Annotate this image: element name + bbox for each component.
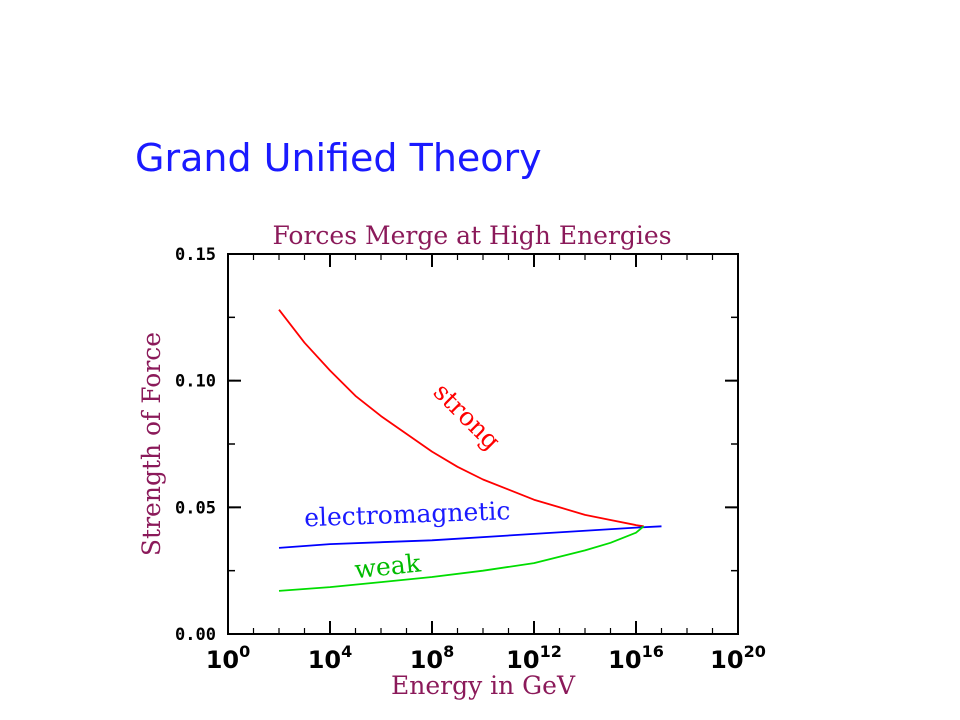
axis-ticks: 0.00 0.05 0.10 0.15 100 104 108 1012 1016 1020 xyxy=(175,245,766,674)
slide-title: Grand Unified Theory xyxy=(135,136,542,180)
y-tick-label: 0.10 xyxy=(175,372,216,392)
annotation-electromagnetic: electromagnetic xyxy=(304,496,511,532)
x-tick-label: 1020 xyxy=(710,642,766,674)
y-tick-label: 0.15 xyxy=(175,245,216,265)
series-line-strong xyxy=(278,309,644,528)
chart-title: Forces Merge at High Energies xyxy=(272,221,671,250)
annotation-strong: strong xyxy=(428,377,506,455)
annotation-weak: weak xyxy=(353,548,423,584)
y-tick-label: 0.05 xyxy=(175,498,216,518)
x-tick-label: 100 xyxy=(206,642,251,674)
series-line-electromagnetic xyxy=(278,525,662,549)
series-line-weak xyxy=(278,525,645,592)
y-tick-label: 0.00 xyxy=(175,625,216,645)
series-lines xyxy=(278,309,662,592)
x-tick-label: 104 xyxy=(308,642,353,674)
x-tick-label: 108 xyxy=(410,642,455,674)
x-tick-label: 1016 xyxy=(608,642,664,674)
x-axis-label: Energy in GeV xyxy=(391,671,576,700)
y-axis-label: Strength of Force xyxy=(137,332,166,556)
x-tick-label: 1012 xyxy=(506,642,562,674)
series-annotations: strong electromagnetic weak xyxy=(304,377,511,584)
